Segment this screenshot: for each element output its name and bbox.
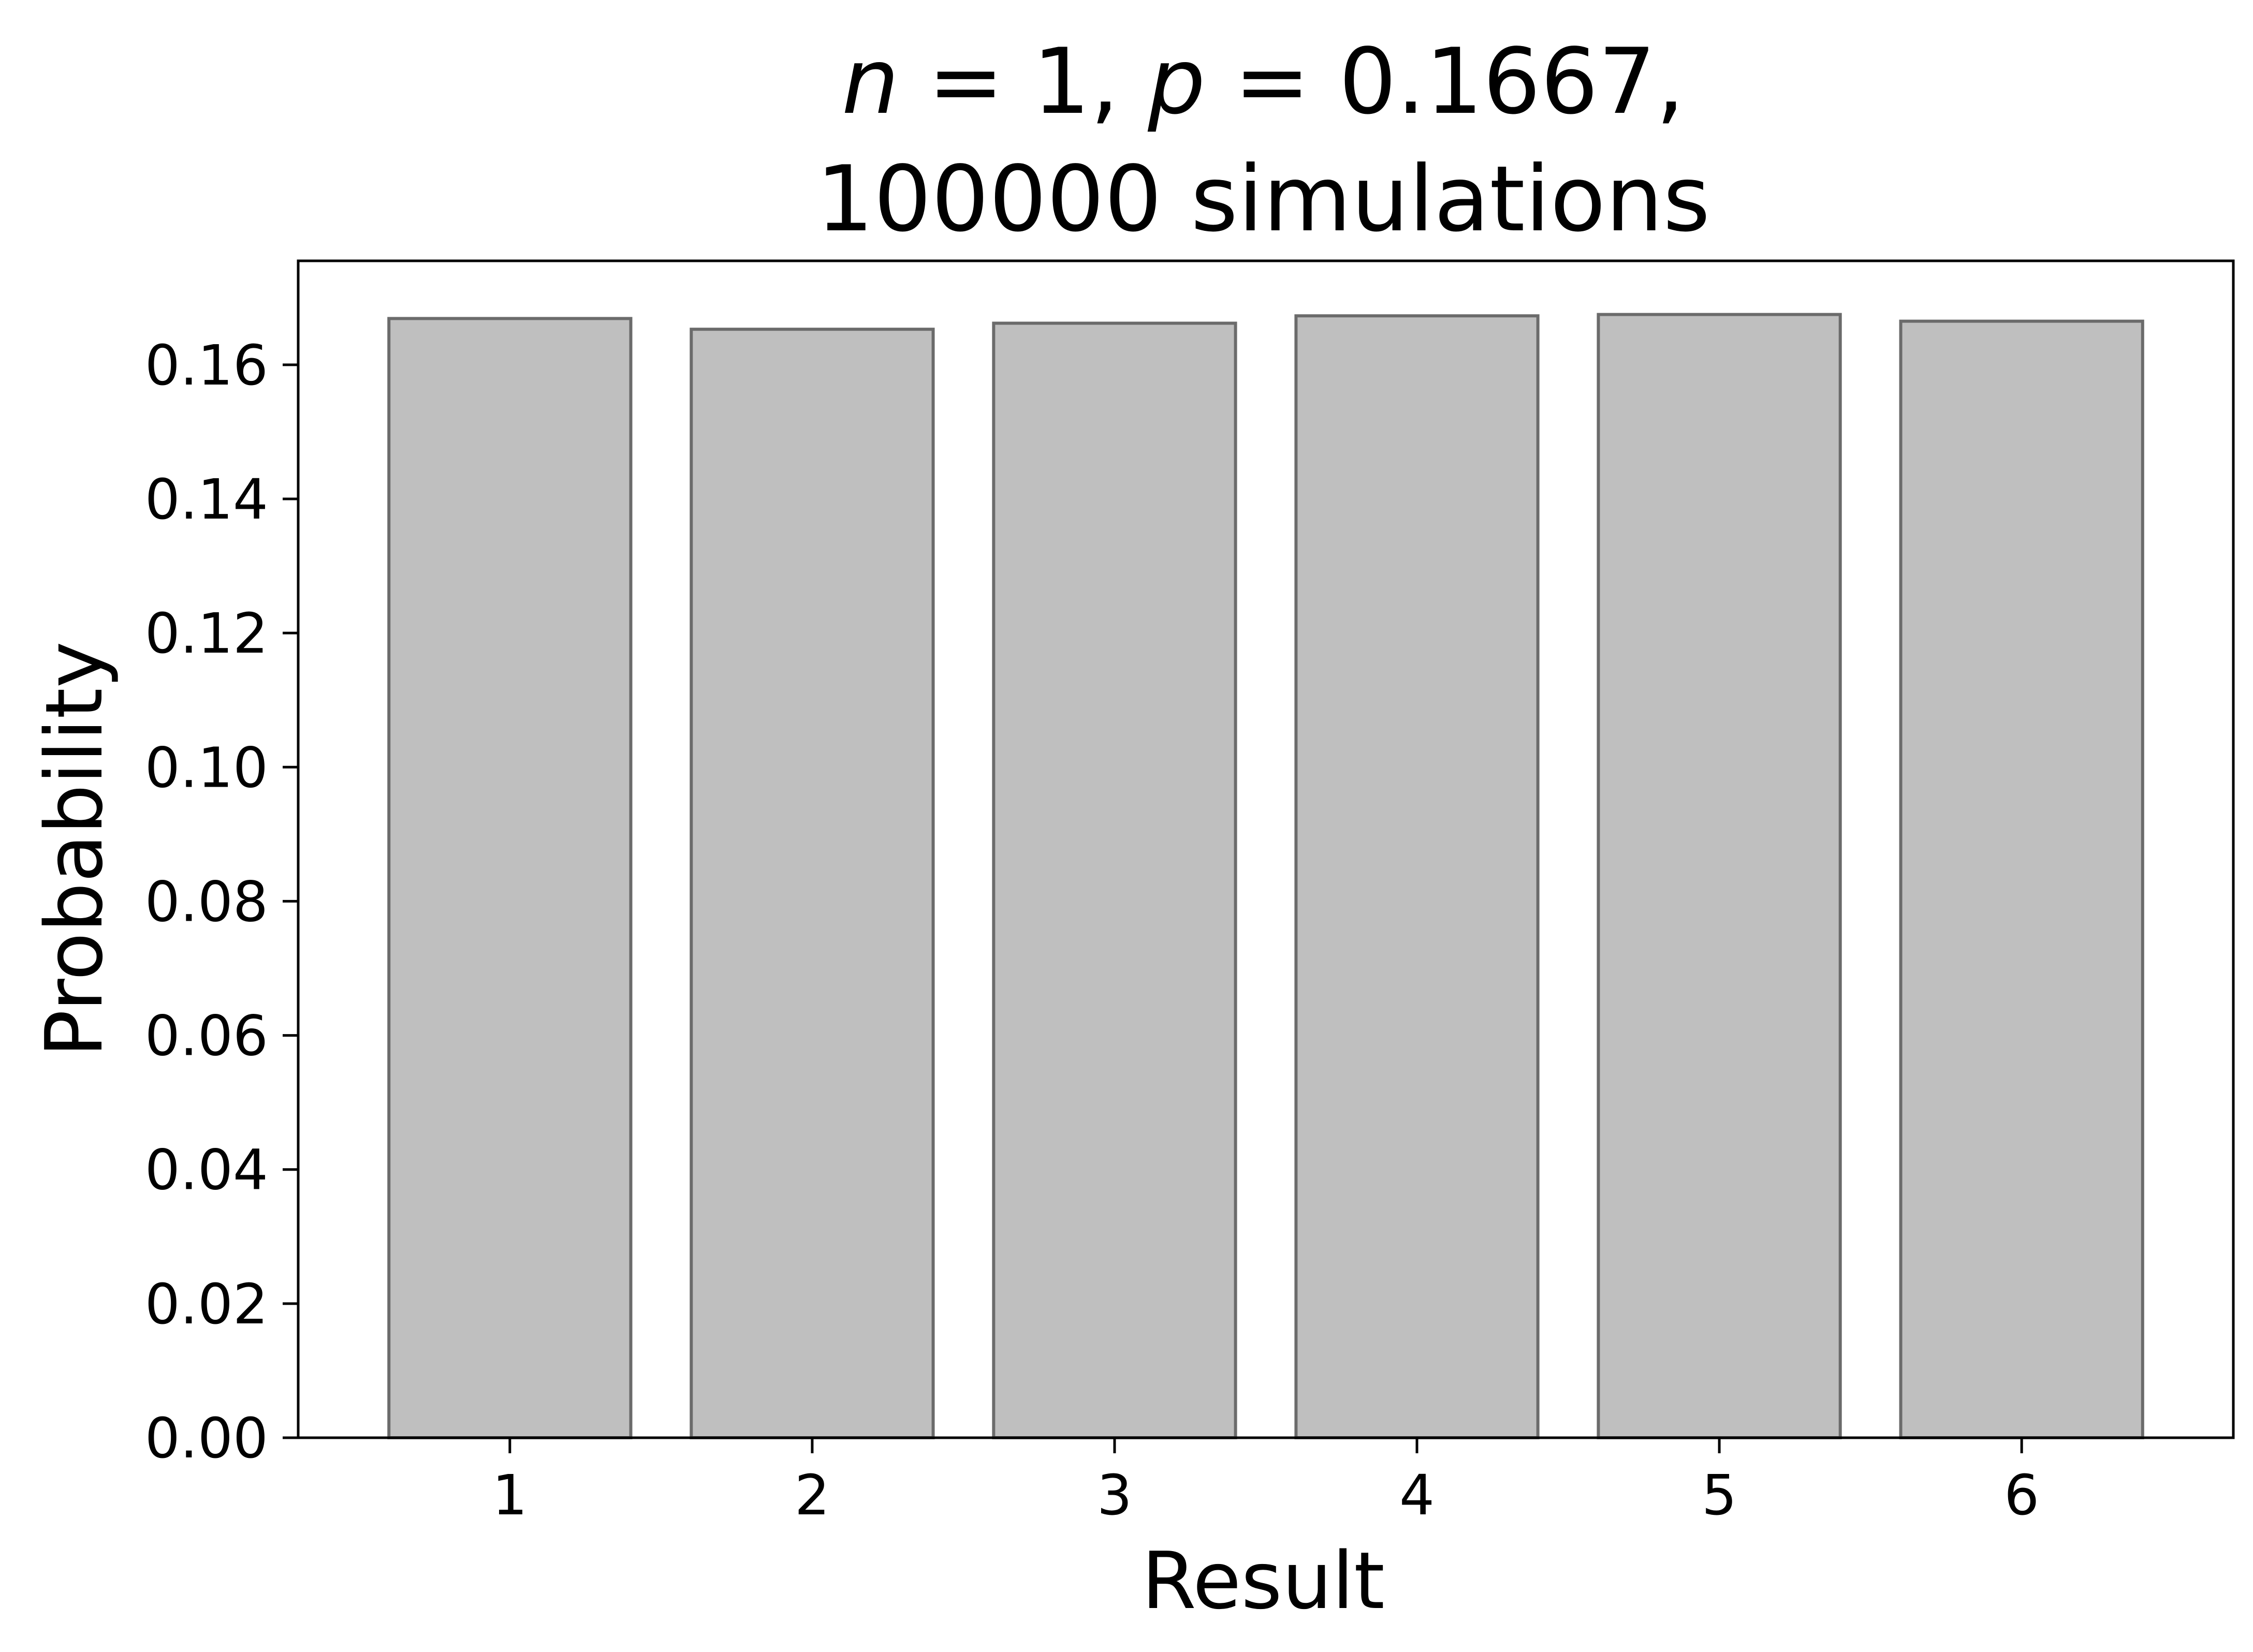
title-n-symbol: n bbox=[842, 30, 899, 135]
y-tick-label-7: 0.14 bbox=[145, 468, 268, 532]
bar-1 bbox=[387, 317, 633, 1440]
y-tick-label-8: 0.16 bbox=[145, 334, 268, 398]
plot-frame bbox=[297, 259, 2235, 1439]
y-axis-ticks: 0.00 0.02 0.04 0.06 0.08 0.10 0.12 0.14 0.16 bbox=[145, 334, 298, 1471]
title-n-equals: = 1, bbox=[899, 30, 1148, 135]
bar-6 bbox=[1899, 319, 2144, 1439]
y-tick-label-0: 0.00 bbox=[145, 1407, 268, 1471]
y-tick-label-3: 0.06 bbox=[145, 1005, 268, 1069]
y-tick-label-2: 0.04 bbox=[145, 1139, 268, 1203]
y-tick-label-1: 0.02 bbox=[145, 1273, 268, 1337]
y-tick-label-6: 0.12 bbox=[145, 602, 268, 666]
bar-4 bbox=[1294, 314, 1540, 1440]
y-tick-label-4: 0.08 bbox=[145, 870, 268, 934]
bar-5 bbox=[1597, 313, 1842, 1439]
title-p-equals: = 0.1667, bbox=[1205, 30, 1685, 135]
x-tick-label-5: 5 bbox=[1702, 1464, 1737, 1528]
x-axis-ticks: 1 2 3 4 5 6 bbox=[492, 1438, 2039, 1528]
x-tick-label-2: 2 bbox=[795, 1464, 830, 1528]
y-tick-label-5: 0.10 bbox=[145, 736, 268, 800]
x-tick-label-4: 4 bbox=[1399, 1464, 1435, 1528]
x-tick-label-3: 3 bbox=[1097, 1464, 1132, 1528]
y-axis-label: Probability bbox=[28, 641, 120, 1057]
title-p-symbol: p bbox=[1147, 30, 1205, 135]
bar-2 bbox=[690, 328, 935, 1440]
chart-title-line1: n = 1, p = 0.1667, bbox=[842, 30, 1685, 135]
x-axis-label: Result bbox=[1142, 1535, 1385, 1627]
x-tick-label-6: 6 bbox=[2004, 1464, 2039, 1528]
bar-series bbox=[387, 313, 2144, 1440]
x-tick-label-1: 1 bbox=[492, 1464, 528, 1528]
bar-3 bbox=[992, 321, 1237, 1439]
chart-title-line2: 100000 simulations bbox=[816, 147, 1710, 252]
